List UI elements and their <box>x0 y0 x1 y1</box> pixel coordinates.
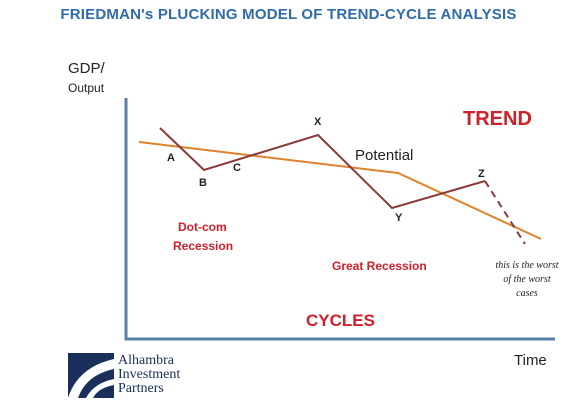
point-label-b: B <box>199 177 207 189</box>
worst-case-note-line2: of the worst <box>503 274 550 285</box>
point-label-x: X <box>314 116 322 128</box>
dotcom-recession-label-line1: Dot-com <box>178 220 227 234</box>
point-label-y: Y <box>395 212 403 224</box>
dotcom-recession-label-line2: Recession <box>173 239 233 253</box>
page-title: FRIEDMAN's PLUCKING MODEL OF TREND-CYCLE… <box>60 6 517 23</box>
worst-case-note-line1: this is the worst <box>495 260 558 271</box>
y-axis-sublabel: Output <box>68 81 105 95</box>
worst-case-dashed-line <box>484 180 526 245</box>
y-axis-label: GDP/ <box>68 60 105 77</box>
point-label-z: Z <box>478 168 485 180</box>
logo-text-line3: Partners <box>118 381 164 396</box>
logo-mark-icon <box>68 353 114 398</box>
point-label-c: C <box>233 162 241 174</box>
trend-line <box>138 141 542 240</box>
cycle-line <box>159 127 486 210</box>
trend-label: TREND <box>463 108 532 130</box>
worst-case-note-line3: cases <box>516 288 538 299</box>
great-recession-label: Great Recession <box>332 259 427 273</box>
point-label-a: A <box>167 152 175 164</box>
potential-label: Potential <box>355 147 413 164</box>
logo-text-line2: Investment <box>118 367 181 382</box>
cycles-label: CYCLES <box>306 311 375 330</box>
alhambra-logo: Alhambra Investment Partners <box>68 353 208 398</box>
x-axis-label: Time <box>514 352 547 369</box>
logo-text-line1: Alhambra <box>118 353 174 368</box>
